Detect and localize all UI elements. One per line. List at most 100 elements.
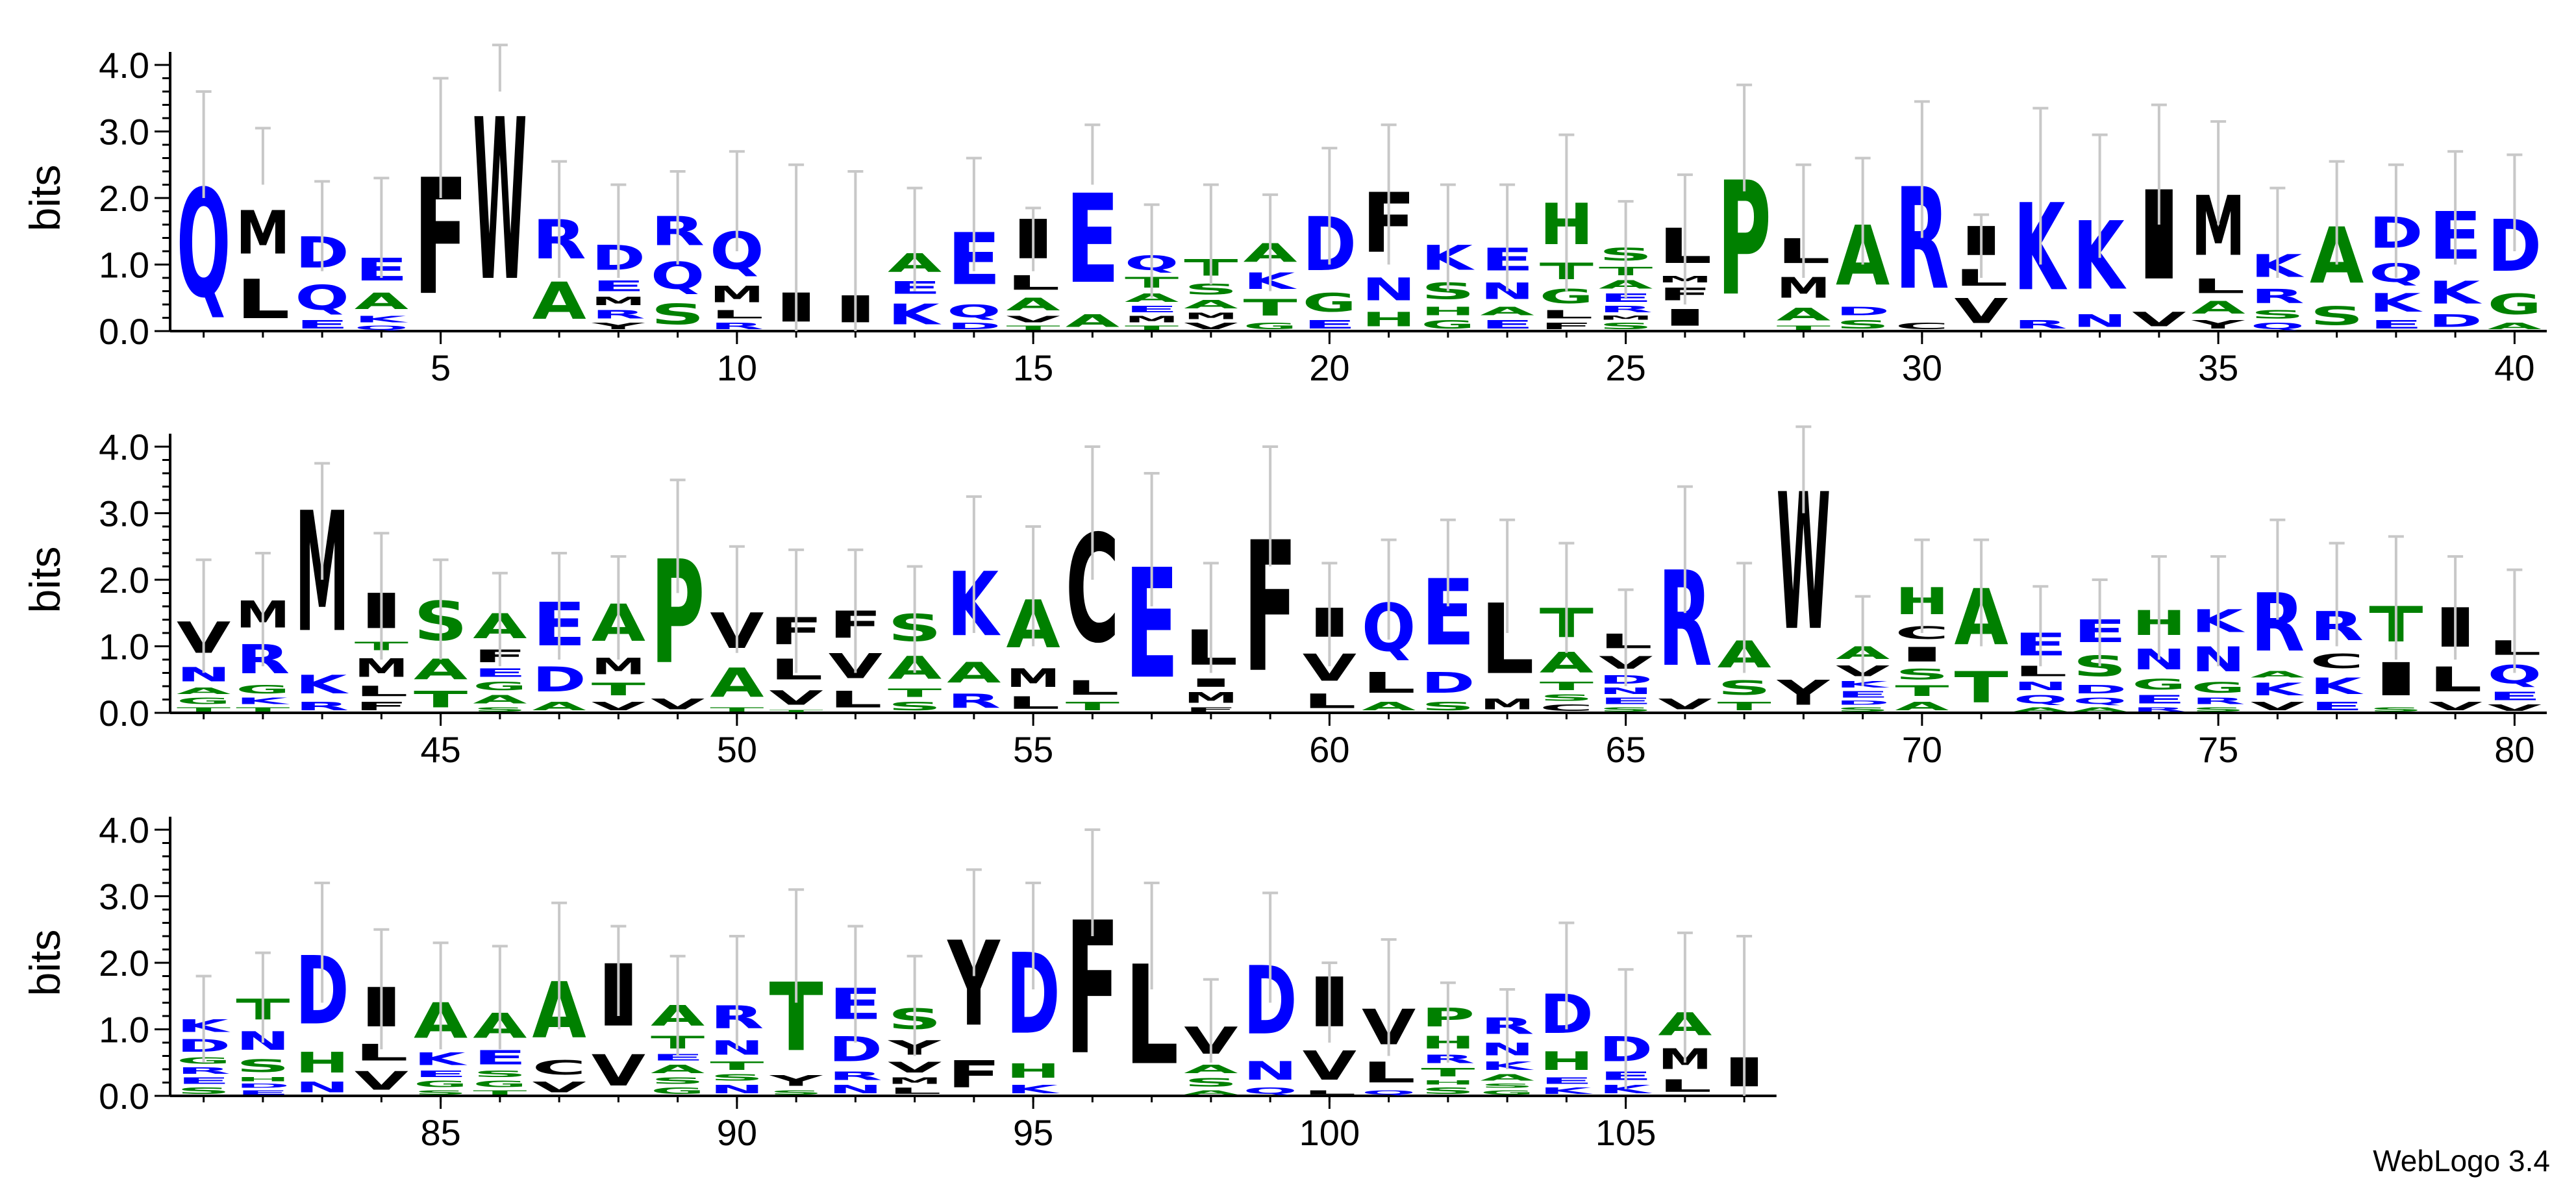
residue-letter-K: K (2369, 288, 2423, 318)
residue-letter-K: K (2310, 673, 2364, 700)
x-tick-label: 5 (431, 347, 451, 388)
residue-letter-S: S (1718, 676, 1771, 700)
residue-letter-T: T (1895, 683, 1949, 699)
residue-letter-M: M (1481, 697, 1534, 713)
residue-letter-A: A (532, 271, 586, 331)
residue-letter-G: G (177, 697, 231, 706)
residue-letter-T: T (1244, 295, 1297, 321)
y-tick-label: 4.0 (99, 427, 149, 467)
x-tick-label: 90 (717, 1112, 757, 1153)
x-tick-label: 65 (1605, 729, 1645, 770)
residue-letter-V: V (2429, 700, 2483, 713)
residue-letter-L: L (1303, 690, 1357, 713)
residue-letter-R: R (592, 308, 645, 321)
residue-letter-D: D (1421, 667, 1475, 700)
residue-letter-G: G (2488, 288, 2542, 321)
residue-letter-T: T (888, 686, 942, 700)
residue-letter-M: M (1599, 315, 1653, 321)
residue-letter-T: T (1125, 325, 1179, 331)
residue-letter-I: I (1895, 643, 1949, 666)
residue-letter-K: K (888, 298, 942, 331)
residue-letter-Y: Y (1777, 673, 1831, 713)
residue-letter-S: S (1481, 1083, 1534, 1089)
y-tick-label: 3.0 (99, 876, 149, 917)
residue-letter-G: G (1303, 288, 1357, 318)
residue-letter-S: S (177, 1086, 231, 1096)
residue-letter-A: A (1895, 700, 1949, 713)
y-tick-label: 4.0 (99, 45, 149, 86)
residue-letter-G: G (1481, 1089, 1534, 1096)
residue-letter-M: M (1184, 689, 1238, 706)
residue-letter-E: E (2132, 693, 2186, 706)
residue-letter-L: L (1303, 1089, 1357, 1096)
residue-letter-V: V (592, 700, 646, 713)
residue-letter-E: E (473, 666, 527, 680)
residue-letter-M: M (592, 295, 645, 308)
residue-letter-K: K (1599, 1083, 1653, 1096)
residue-letter-E: E (2369, 317, 2423, 331)
residue-letter-N: N (1244, 1056, 1297, 1086)
residue-letter-K: K (2251, 680, 2305, 700)
y-tick-label: 1.0 (99, 245, 149, 286)
residue-letter-Q: Q (2073, 697, 2127, 706)
residue-letter-G: G (473, 1080, 527, 1089)
residue-letter-A: A (1777, 304, 1831, 325)
y-tick-label: 3.0 (99, 112, 149, 153)
residue-letter-D: D (1836, 700, 1890, 706)
residue-letter-A: A (1481, 1072, 1534, 1082)
residue-letter-G: G (2192, 680, 2245, 696)
residue-letter-G: G (2132, 676, 2186, 693)
y-tick-label: 0.0 (99, 1076, 149, 1117)
y-tick-label: 3.0 (99, 493, 149, 534)
residue-letter-L: L (888, 1086, 942, 1096)
residue-letter-T: T (769, 710, 823, 713)
residue-letter-Q: Q (2251, 321, 2305, 331)
residue-letter-S: S (2192, 706, 2245, 713)
x-tick-label: 45 (420, 729, 460, 770)
residue-letter-V: V (1658, 697, 1712, 713)
residue-letter-H: H (1362, 308, 1416, 331)
y-axis-label: bits (21, 930, 69, 997)
residue-letter-M: M (1184, 311, 1238, 321)
residue-letter-S: S (1836, 318, 1890, 331)
residue-letter-M: M (1125, 315, 1179, 325)
residue-letter-S: S (2369, 706, 2423, 713)
residue-letter-R: R (2251, 284, 2305, 308)
residue-letter-Y: Y (769, 1072, 823, 1089)
residue-letter-L: L (1362, 667, 1416, 700)
residue-letter-A: A (532, 700, 587, 713)
residue-letter-S: S (651, 298, 705, 331)
residue-letter-E: E (473, 1046, 527, 1069)
residue-letter-G: G (1244, 321, 1297, 331)
residue-letter-S: S (888, 700, 942, 713)
residue-letter-T: T (710, 706, 764, 713)
x-tick-label: 55 (1013, 729, 1053, 770)
residue-letter-T: T (1955, 663, 2008, 713)
residue-letter-T: T (710, 1060, 764, 1073)
residue-letter-M: M (1007, 663, 1060, 693)
residue-letter-S: S (414, 1089, 468, 1096)
residue-letter-T: T (592, 680, 645, 700)
residue-letter-S: S (710, 1072, 764, 1082)
residue-letter-R: R (2132, 706, 2186, 713)
residue-letter-S: S (1184, 1076, 1238, 1089)
residue-letter-H: H (295, 1047, 349, 1080)
residue-letter-L: L (1007, 693, 1060, 713)
residue-letter-Q: Q (1244, 1086, 1297, 1096)
residue-letter-Q: Q (355, 325, 408, 331)
residue-letter-N: N (2014, 680, 2068, 693)
x-tick-label: 35 (2198, 347, 2238, 388)
residue-letter-T: T (1007, 325, 1060, 331)
x-tick-label: 105 (1595, 1112, 1656, 1153)
residue-letter-A: A (355, 288, 408, 315)
x-tick-label: 10 (717, 347, 757, 388)
residue-letter-A: A (710, 660, 764, 706)
residue-letter-A: A (1481, 304, 1535, 317)
y-tick-label: 2.0 (99, 560, 149, 601)
residue-letter-A: A (473, 693, 527, 706)
residue-letter-L: L (829, 686, 882, 713)
residue-letter-H: H (236, 1076, 290, 1082)
residue-letter-L: L (710, 308, 764, 321)
residue-letter-E: E (1599, 291, 1653, 304)
residue-letter-S: S (2310, 301, 2364, 331)
